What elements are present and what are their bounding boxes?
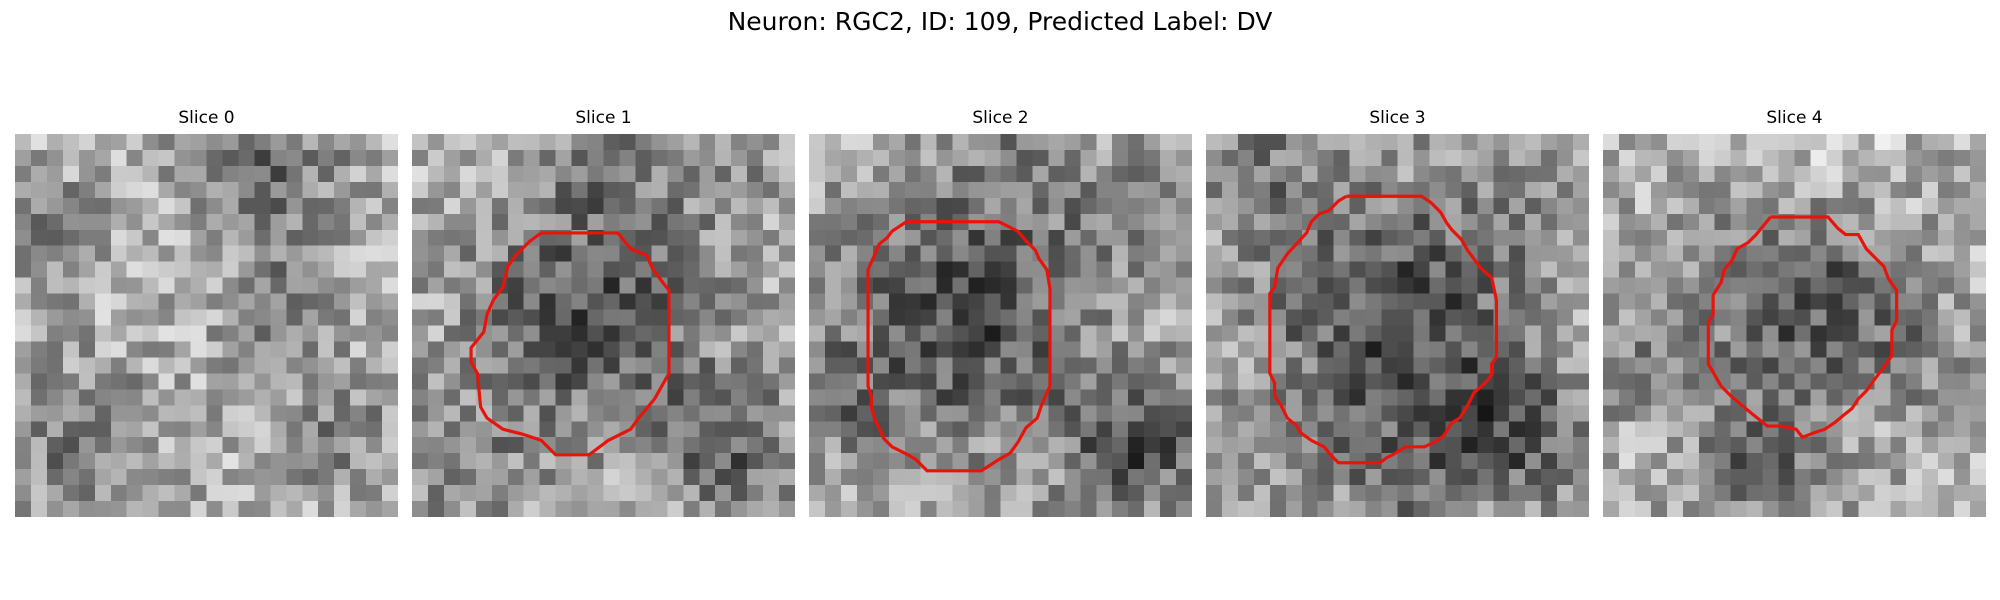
contour-overlay bbox=[469, 231, 671, 457]
slice-image bbox=[15, 134, 398, 517]
contour-overlay bbox=[1268, 194, 1499, 465]
slice-image bbox=[412, 134, 795, 517]
roi-contour bbox=[1268, 194, 1499, 465]
slice-title: Slice 1 bbox=[575, 108, 632, 128]
slice-image bbox=[809, 134, 1192, 517]
contour-overlay bbox=[866, 220, 1052, 473]
slice-image bbox=[1603, 134, 1986, 517]
roi-contour bbox=[866, 220, 1052, 473]
slice-image bbox=[1206, 134, 1589, 517]
slice-title: Slice 2 bbox=[972, 108, 1029, 128]
microscopy-image bbox=[412, 134, 795, 517]
slice-title: Slice 3 bbox=[1369, 108, 1426, 128]
roi-contour bbox=[1706, 215, 1899, 440]
figure-title: Neuron: RGC2, ID: 109, Predicted Label: … bbox=[727, 7, 1273, 36]
roi-contour bbox=[469, 231, 671, 457]
contour-overlay bbox=[15, 134, 398, 517]
contour-overlay bbox=[1706, 215, 1899, 440]
slice-title: Slice 4 bbox=[1766, 108, 1823, 128]
microscopy-image bbox=[1603, 134, 1986, 517]
slice-title: Slice 0 bbox=[178, 108, 235, 128]
microscopy-image bbox=[809, 134, 1192, 517]
microscopy-image bbox=[15, 134, 398, 517]
